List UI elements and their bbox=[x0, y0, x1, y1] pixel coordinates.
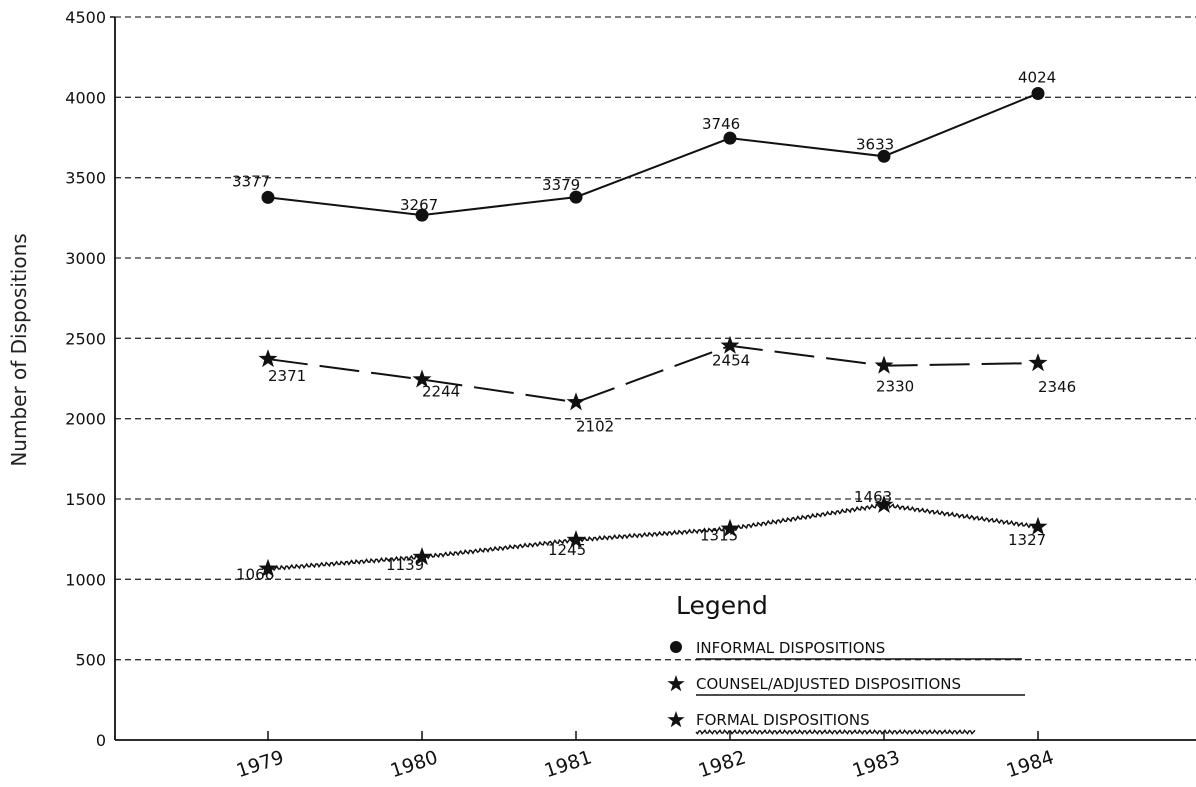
y-tick-label: 500 bbox=[75, 651, 106, 670]
y-tick-label: 1000 bbox=[65, 570, 106, 589]
y-tick-label: 3000 bbox=[65, 249, 106, 268]
legend-wavy-underline bbox=[695, 729, 976, 735]
series-1-group: 3377 3267 3379 3746 3633 4024 bbox=[232, 68, 1056, 222]
data-label: 1139 bbox=[386, 556, 424, 574]
data-point-star bbox=[412, 369, 432, 388]
y-tick-label: 2500 bbox=[65, 329, 106, 348]
y-tick-label: 4000 bbox=[65, 88, 106, 107]
x-tick-label: 1980 bbox=[388, 746, 441, 782]
data-point-circle bbox=[1031, 86, 1045, 100]
y-tick-label: 2000 bbox=[65, 410, 106, 429]
legend-star-icon bbox=[667, 675, 685, 692]
legend-title: Legend bbox=[676, 591, 768, 620]
data-label: 1066 bbox=[236, 566, 274, 584]
y-axis-label: Number of Dispositions bbox=[7, 233, 31, 467]
data-point-star bbox=[720, 335, 740, 354]
data-label: 4024 bbox=[1018, 68, 1056, 86]
data-label: 2371 bbox=[268, 367, 306, 385]
legend-entry-label: INFORMAL DISPOSITIONS bbox=[696, 639, 885, 657]
y-axis-label-container: Number of Dispositions bbox=[4, 180, 34, 520]
legend-entry-label: FORMAL DISPOSITIONS bbox=[696, 711, 870, 729]
legend-star-icon bbox=[667, 711, 685, 728]
y-tick-label: 1500 bbox=[65, 490, 106, 509]
data-label: 3377 bbox=[232, 172, 270, 190]
data-label: 2244 bbox=[422, 382, 460, 400]
series-line-formal bbox=[267, 502, 1039, 572]
data-label: 3267 bbox=[400, 196, 438, 214]
data-point-star bbox=[874, 355, 894, 374]
data-point-star bbox=[258, 558, 278, 577]
data-point-circle bbox=[723, 131, 737, 145]
data-label: 2454 bbox=[712, 352, 750, 370]
y-tick-label: 0 bbox=[96, 731, 106, 750]
data-label: 2330 bbox=[876, 378, 914, 396]
legend-entry-label: COUNSEL/ADJUSTED DISPOSITIONS bbox=[696, 675, 961, 693]
data-label: 3633 bbox=[856, 135, 894, 153]
data-point-circle bbox=[877, 149, 891, 163]
data-label: 1315 bbox=[700, 527, 738, 545]
data-point-circle bbox=[569, 190, 583, 204]
series-2-group: 2371 2244 2102 2454 2330 2346 bbox=[258, 335, 1076, 435]
data-point-star bbox=[258, 349, 278, 368]
grid-group: 0 500 1000 1500 2000 2500 3000 3500 4000 4500 bbox=[65, 8, 1196, 750]
data-point-star bbox=[1028, 516, 1048, 535]
x-tick-label: 1983 bbox=[850, 746, 903, 782]
x-tick-label: 1982 bbox=[696, 746, 749, 782]
data-point-star bbox=[1028, 353, 1048, 372]
data-label: 2346 bbox=[1038, 378, 1076, 396]
data-point-star bbox=[566, 392, 586, 411]
x-tick-label: 1979 bbox=[234, 746, 287, 782]
series-line-counsel bbox=[267, 344, 1039, 404]
series-3-group: 1066 1139 1245 1315 1463 1327 bbox=[236, 488, 1048, 584]
data-point-star bbox=[874, 494, 894, 513]
y-tick-label: 4500 bbox=[65, 8, 106, 27]
legend-circle-icon bbox=[670, 641, 682, 653]
series-line-informal bbox=[267, 92, 1039, 217]
data-label: 1463 bbox=[854, 488, 892, 506]
legend: Legend INFORMAL DISPOSITIONS COUNSEL/ADJUS… bbox=[667, 591, 1025, 735]
y-tick-label: 3500 bbox=[65, 169, 106, 188]
data-label: 2102 bbox=[576, 417, 614, 435]
data-label: 1245 bbox=[548, 541, 586, 559]
data-label: 3379 bbox=[542, 176, 580, 194]
data-point-circle bbox=[261, 190, 275, 204]
data-label: 3746 bbox=[702, 115, 740, 133]
data-point-circle bbox=[415, 208, 429, 222]
x-tick-label: 1981 bbox=[542, 746, 595, 782]
data-label: 1327 bbox=[1008, 531, 1046, 549]
x-tick-label: 1984 bbox=[1004, 746, 1057, 782]
